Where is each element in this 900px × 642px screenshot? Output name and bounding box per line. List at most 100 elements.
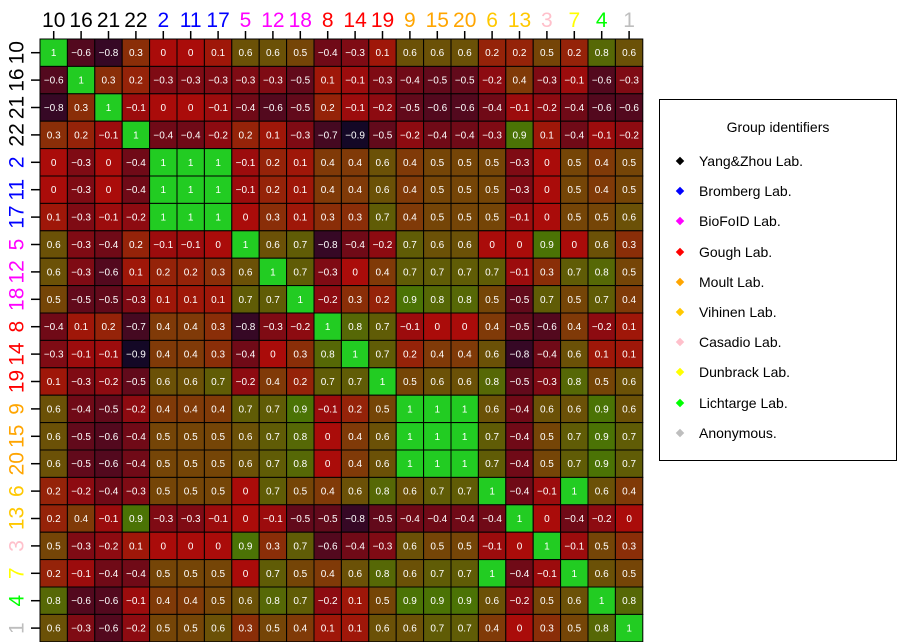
cell-label: 0 bbox=[243, 213, 249, 224]
cell-label: 0.5 bbox=[430, 158, 444, 169]
left-label-16: 16 bbox=[6, 68, 29, 91]
cell-label: 0.5 bbox=[184, 569, 198, 580]
cell-label: 1 bbox=[599, 596, 605, 607]
heatmap-cell bbox=[203, 65, 233, 95]
cell-label: 0.7 bbox=[458, 487, 472, 498]
cell-label: −0.4 bbox=[537, 350, 557, 361]
cell-label: 0.6 bbox=[595, 487, 609, 498]
cell-label: 0.5 bbox=[156, 487, 170, 498]
cell-label: 0.8 bbox=[430, 295, 444, 306]
cell-label: 1 bbox=[106, 103, 112, 114]
cell-label: −0.1 bbox=[208, 514, 228, 525]
legend-label: Yang&Zhou Lab. bbox=[699, 153, 804, 169]
cell-label: 0.5 bbox=[567, 624, 581, 635]
cell-label: 0.7 bbox=[622, 459, 636, 470]
cell-label: 0.7 bbox=[430, 487, 444, 498]
cell-label: 0.4 bbox=[485, 322, 499, 333]
heatmap-cell bbox=[614, 559, 644, 588]
cell-label: 0 bbox=[243, 487, 249, 498]
cell-label: 0.9 bbox=[595, 404, 609, 415]
cell-label: 0.6 bbox=[430, 240, 444, 251]
cell-label: 0.6 bbox=[567, 596, 581, 607]
left-label-18: 18 bbox=[6, 288, 29, 311]
cell-label: 0.5 bbox=[595, 213, 609, 224]
cell-label: 0.6 bbox=[622, 48, 636, 59]
cell-label: −0.4 bbox=[99, 569, 119, 580]
top-label-4: 4 bbox=[596, 9, 608, 32]
cell-label: 0.5 bbox=[485, 295, 499, 306]
top-label-10: 10 bbox=[42, 9, 65, 32]
heatmap-cell bbox=[149, 559, 178, 588]
cell-label: −0.4 bbox=[510, 432, 530, 443]
heatmap-cell bbox=[450, 93, 479, 122]
heatmap-cell bbox=[176, 257, 205, 287]
cell-label: −0.4 bbox=[564, 130, 584, 141]
cell-label: 0.2 bbox=[266, 185, 280, 196]
cell-label: 0.6 bbox=[239, 459, 253, 470]
cell-label: −0.2 bbox=[126, 213, 146, 224]
cell-label: 0.6 bbox=[485, 404, 499, 415]
cell-label: 0.5 bbox=[211, 487, 225, 498]
cell-label: 0.2 bbox=[74, 130, 88, 141]
heatmap-cell bbox=[614, 422, 644, 451]
heatmap-cell bbox=[66, 202, 96, 232]
legend-label: BioFoID Lab. bbox=[699, 213, 781, 230]
cell-label: 0.3 bbox=[211, 267, 225, 278]
cell-label: −0.3 bbox=[510, 185, 530, 196]
cell-label: 0.7 bbox=[485, 267, 499, 278]
heatmap-cell bbox=[176, 312, 205, 341]
heatmap-cell bbox=[614, 367, 644, 396]
top-label-9: 9 bbox=[404, 9, 416, 32]
cell-label: 0.3 bbox=[348, 213, 362, 224]
cell-label: 0.4 bbox=[74, 514, 88, 525]
cell-label: −0.1 bbox=[564, 76, 584, 87]
cell-label: 0.6 bbox=[239, 48, 253, 59]
left-label-19: 19 bbox=[6, 370, 29, 393]
cell-label: −0.4 bbox=[564, 103, 584, 114]
cell-label: −0.4 bbox=[345, 240, 365, 251]
heatmap-cell bbox=[176, 202, 205, 232]
cell-label: 0.7 bbox=[266, 569, 280, 580]
cell-label: 0.2 bbox=[403, 350, 417, 361]
cell-label: −0.1 bbox=[263, 514, 283, 525]
cell-label: −0.3 bbox=[373, 541, 393, 552]
cell-label: 0.6 bbox=[567, 404, 581, 415]
diamond-marker-icon bbox=[675, 337, 685, 347]
cell-label: 0.4 bbox=[485, 624, 499, 635]
cell-label: 0.5 bbox=[211, 596, 225, 607]
cell-label: 0.5 bbox=[430, 213, 444, 224]
cell-label: 0 bbox=[435, 322, 441, 333]
top-label-16: 16 bbox=[69, 9, 92, 32]
cell-label: 0.2 bbox=[129, 240, 143, 251]
cell-label: 1 bbox=[572, 569, 578, 580]
cell-label: 0.1 bbox=[47, 377, 61, 388]
cell-label: −0.3 bbox=[208, 76, 228, 87]
cell-label: −0.1 bbox=[318, 404, 338, 415]
top-label-3: 3 bbox=[541, 9, 553, 32]
cell-label: −0.1 bbox=[510, 267, 530, 278]
heatmap-cell bbox=[395, 613, 425, 642]
cell-label: 0 bbox=[106, 158, 112, 169]
cell-label: 0.3 bbox=[348, 295, 362, 306]
cell-label: −0.2 bbox=[290, 322, 310, 333]
heatmap-cell bbox=[286, 476, 315, 506]
cell-label: 0.7 bbox=[321, 377, 335, 388]
cell-label: 0.5 bbox=[430, 185, 444, 196]
cell-label: 1 bbox=[51, 48, 57, 59]
heatmap-cell bbox=[258, 339, 288, 369]
cell-label: 0.6 bbox=[430, 377, 444, 388]
cell-label: −0.3 bbox=[181, 76, 201, 87]
cell-label: −0.6 bbox=[263, 103, 283, 114]
cell-label: −0.8 bbox=[236, 322, 256, 333]
cell-label: 0.4 bbox=[293, 624, 307, 635]
cell-label: 0.7 bbox=[622, 432, 636, 443]
cell-label: 0.5 bbox=[485, 185, 499, 196]
diamond-marker-icon bbox=[675, 277, 685, 287]
top-label-1: 1 bbox=[623, 9, 635, 32]
heatmap-cell bbox=[66, 175, 96, 204]
heatmap-cell bbox=[477, 449, 507, 478]
cell-label: 0.1 bbox=[129, 541, 143, 552]
heatmap-cell bbox=[149, 230, 178, 259]
cell-label: 0.4 bbox=[595, 158, 609, 169]
cell-label: 0.3 bbox=[239, 624, 253, 635]
